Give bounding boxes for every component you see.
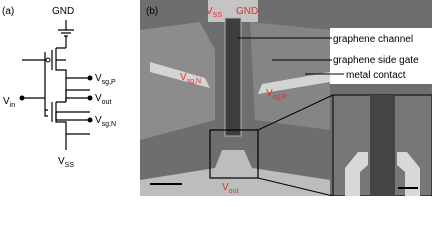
zoom-box <box>209 129 259 179</box>
label-base: V <box>266 88 273 99</box>
label-sub: in <box>10 102 16 109</box>
vsgp-label: Vsg,P <box>266 88 287 101</box>
node <box>87 75 93 81</box>
callout: graphene channel <box>333 34 413 45</box>
label-sub: sg,P <box>273 94 287 101</box>
pmos-bubble <box>45 57 51 63</box>
label-base: V <box>95 93 102 104</box>
gnd-label: GND <box>236 6 258 17</box>
gnd-label: GND <box>52 6 74 17</box>
circuit-wires <box>22 20 90 150</box>
figure: (a) GND Vin Vsg,P Vout Vsg,N VSS (b) VSS… <box>2 0 432 196</box>
inset-channel <box>370 95 395 196</box>
vsgp-label: Vsg,P <box>95 73 116 86</box>
label-base: V <box>3 96 10 107</box>
label-sub: sg,N <box>187 78 201 85</box>
wire <box>55 112 90 121</box>
vout-label: Vout <box>95 93 111 106</box>
label-sub: sg,P <box>102 79 116 86</box>
inset-contacts <box>345 152 420 196</box>
label-base: V <box>222 182 229 193</box>
vsgn-label: Vsg,N <box>95 115 116 128</box>
callout-background <box>330 28 432 84</box>
output-wire <box>65 90 90 102</box>
label-base: V <box>58 156 65 167</box>
label-sub: SS <box>65 162 75 169</box>
vss-label: VSS <box>206 6 222 19</box>
schematic: (a) GND Vin Vsg,P Vout Vsg,N VSS <box>2 6 116 169</box>
region <box>250 22 330 130</box>
label-base: V <box>206 6 213 17</box>
label-sub: out <box>102 99 112 106</box>
callout-lines <box>318 37 344 75</box>
region <box>140 22 215 140</box>
label-sub: sg,N <box>102 121 116 128</box>
label-sub: out <box>229 188 239 195</box>
label-base: V <box>95 115 102 126</box>
side-gate-n <box>150 62 210 88</box>
zoom-lines <box>257 94 334 196</box>
panel-label: (b) <box>146 6 158 17</box>
callout: metal contact <box>346 70 406 81</box>
label-base: V <box>180 72 187 83</box>
panel-label: (a) <box>2 6 14 17</box>
graphene-channel <box>224 17 242 137</box>
label-sub: SS <box>213 12 223 19</box>
label-base: V <box>95 73 102 84</box>
vsgn-label: Vsg,N <box>180 72 201 85</box>
bottom-pad <box>140 150 330 196</box>
vin-label: Vin <box>3 96 15 109</box>
top-pad <box>208 0 258 22</box>
side-gate-p <box>258 72 330 94</box>
vout-label: Vout <box>222 182 238 195</box>
callout: graphene side gate <box>333 55 419 66</box>
scale-bars <box>150 183 418 189</box>
vss-label: VSS <box>58 156 74 169</box>
